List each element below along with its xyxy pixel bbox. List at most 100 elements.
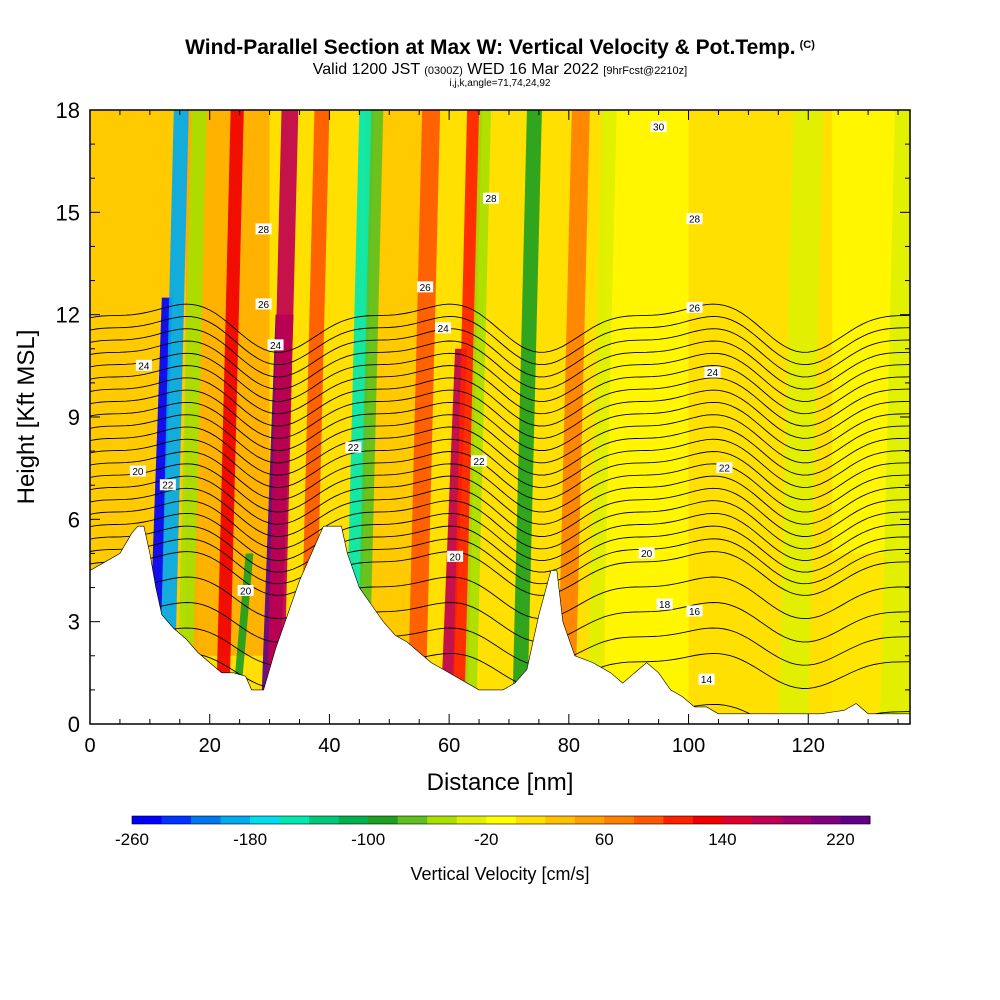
velocity-band (356, 110, 384, 724)
chart-title-text: Wind-Parallel Section at Max W: Vertical… (185, 36, 796, 59)
isentrope-line (90, 475, 910, 525)
colorbar: -260 -180 -100 -20 60 140 220 (115, 815, 871, 849)
isentrope-label-text: 20 (240, 586, 252, 597)
chart-title: Wind-Parallel Section at Max W: Vertical… (0, 36, 1000, 60)
colorbar-tick-label: -100 (351, 830, 385, 849)
isentrope-label-box (255, 298, 272, 310)
isentrope-label: 14 (698, 673, 715, 686)
y-tick-label: 12 (56, 303, 80, 328)
y-tick-label: 3 (68, 610, 80, 635)
colorbar-swatch (220, 816, 251, 824)
velocity-band (215, 110, 244, 724)
isentrope-label-box (255, 223, 272, 235)
subtitle-forecast: [9hrFcst@2210z] (603, 65, 688, 77)
colorbar-swatch (781, 816, 812, 824)
colorbar-swatch (456, 816, 487, 824)
velocity-band (452, 110, 483, 724)
colorbar-swatch (338, 816, 369, 824)
isentrope-label: 28 (686, 213, 703, 226)
velocity-band (464, 110, 492, 724)
isentrope-line (90, 389, 910, 439)
colorbar-swatch (840, 816, 871, 824)
isentrope-label: 24 (267, 339, 284, 352)
x-tick-label: 100 (672, 735, 705, 757)
colorbar-swatch (545, 816, 576, 824)
x-axis-label: Distance [nm] (427, 769, 574, 796)
colorbar-swatch (663, 816, 694, 824)
colorbar-tick-label: 140 (708, 830, 736, 849)
isentrope-line (90, 315, 910, 366)
isentrope-label: 20 (129, 465, 146, 478)
velocity-band (511, 110, 542, 724)
isentrope-label-box (471, 455, 488, 467)
colorbar-swatch (191, 816, 222, 824)
isentrope-label-text: 24 (270, 341, 282, 352)
colorbar-tick-label: -260 (115, 830, 149, 849)
isentrope-label-box (345, 441, 362, 453)
isentrope-label-text: 14 (701, 675, 713, 686)
isentrope-line (90, 365, 910, 415)
isentrope-line (90, 576, 910, 620)
isentrope-label: 30 (650, 121, 667, 134)
isentrope-label: 28 (483, 192, 500, 205)
colorbar-frame (131, 815, 871, 825)
colorbar-swatch (250, 816, 281, 824)
y-axis-label: Height [Kft MSL] (13, 330, 40, 505)
colorbar-swatch (810, 816, 841, 824)
velocity-band (586, 110, 617, 724)
isentrope-label: 18 (656, 598, 673, 611)
velocity-band (407, 110, 441, 724)
y-tick-label: 6 (68, 507, 80, 532)
isentrope-label-box (686, 605, 703, 617)
isentrope-line (90, 525, 910, 573)
isentrope-label-text: 28 (258, 225, 270, 236)
x-tick-label: 80 (558, 735, 580, 757)
isentrope-line (90, 538, 910, 585)
chart-title-tag: (C) (799, 39, 815, 51)
isentrope-label-text: 24 (438, 324, 450, 335)
colorbar-swatch (692, 816, 723, 824)
subtitle-valid: Valid 1200 JST (312, 61, 420, 78)
isentrope-label-box (650, 121, 667, 133)
isentrope-label: 22 (716, 462, 733, 475)
isentrope-label-text: 26 (258, 300, 270, 311)
isentrope-label-box (435, 322, 452, 334)
isentrope-label-box (698, 673, 715, 685)
isentrope-line (90, 627, 910, 666)
isentrope-label: 26 (255, 298, 272, 311)
isentrope-label-text: 26 (420, 283, 432, 294)
velocity-band (176, 110, 207, 724)
colorbar-tick-label: 220 (826, 830, 854, 849)
field-patch (604, 110, 689, 724)
isentrope-label-text: 28 (689, 215, 701, 226)
isentrope-label-text: 20 (132, 467, 144, 478)
terrain-mask (90, 525, 910, 724)
x-tick-label: 40 (318, 735, 340, 757)
subtitle-date: WED 16 Mar 2022 (467, 61, 599, 78)
isentrope-line (90, 426, 910, 476)
isentrope-label-box (135, 359, 152, 371)
colorbar-tick-label: -20 (474, 830, 499, 849)
isentrope-label: 20 (638, 547, 655, 560)
x-tick-label: 20 (199, 735, 221, 757)
isentrope-label-box (716, 462, 733, 474)
isentrope-label: 22 (159, 479, 176, 492)
isentrope-label-text: 26 (689, 303, 701, 314)
isentrope-label-box (417, 281, 434, 293)
isentrope-line (90, 303, 910, 353)
isentrope-label-text: 24 (707, 368, 719, 379)
x-tick-label: 120 (792, 735, 825, 757)
isentrope-label-text: 20 (450, 552, 462, 563)
y-tick-label: 18 (56, 98, 80, 123)
colorbar-swatch (427, 816, 458, 824)
isentrope-line (90, 463, 910, 513)
isentrope-label-text: 22 (719, 464, 731, 475)
colorbar-swatch (486, 816, 517, 824)
isentrope-label-box (638, 547, 655, 559)
x-axis: 0 20 40 60 80 100 120 (84, 110, 899, 757)
isentrope-label-text: 22 (348, 443, 360, 454)
velocity-band (880, 110, 910, 724)
isentrope-label: 22 (471, 455, 488, 468)
velocity-field (90, 110, 910, 724)
